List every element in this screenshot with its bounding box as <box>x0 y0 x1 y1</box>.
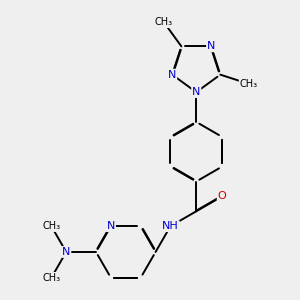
Text: N: N <box>207 41 215 51</box>
Text: N: N <box>107 221 115 231</box>
Text: NH: NH <box>162 221 179 231</box>
Text: CH₃: CH₃ <box>155 17 173 27</box>
Text: CH₃: CH₃ <box>42 221 60 231</box>
Text: CH₃: CH₃ <box>240 79 258 89</box>
Text: N: N <box>168 70 176 80</box>
Text: N: N <box>62 247 70 257</box>
Text: O: O <box>218 191 226 201</box>
Text: CH₃: CH₃ <box>42 273 60 283</box>
Text: N: N <box>192 87 200 97</box>
